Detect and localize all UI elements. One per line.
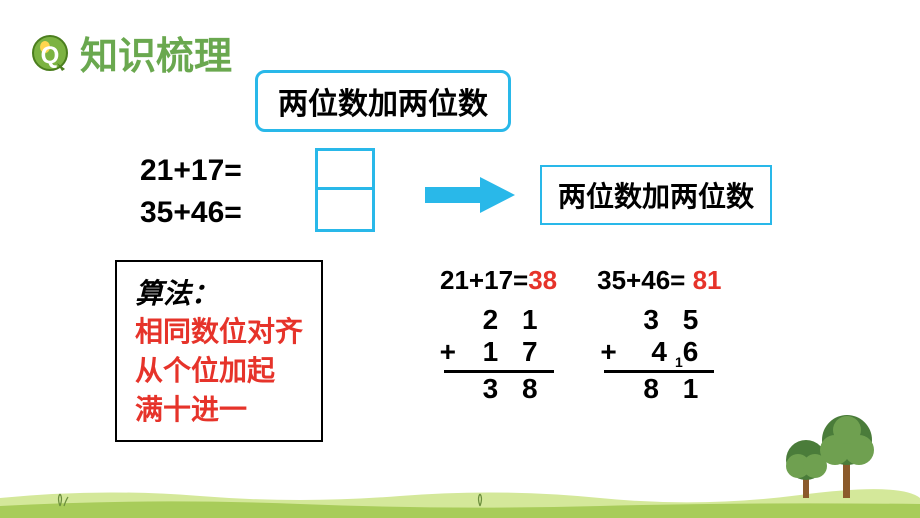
- eq2-text: 35+46=: [140, 196, 242, 230]
- answer-boxes: [315, 148, 375, 232]
- worked-example-2: 35+46= 81 3 5 +416 8 1: [597, 265, 721, 405]
- answer-box-2: [315, 190, 375, 232]
- ground-decoration: [0, 478, 920, 518]
- title-text: 两位数加两位数: [278, 88, 488, 121]
- ex2-bot-row: +416: [604, 336, 714, 368]
- ex1-bot-row: +1 7: [444, 336, 554, 368]
- tree-decoration: [785, 408, 875, 503]
- algorithm-box: 算法： 相同数位对齐 从个位加起 满十进一: [115, 260, 323, 442]
- plus-icon: +: [600, 336, 624, 368]
- right-label-box: 两位数加两位数: [540, 165, 772, 225]
- arrow-icon: [420, 175, 520, 215]
- title-box: 两位数加两位数: [255, 70, 511, 132]
- ex1-expr: 21+17=: [440, 265, 528, 295]
- ex1-sum: 3 8: [444, 370, 554, 405]
- ex2-expr: 35+46=: [597, 265, 685, 295]
- ex1-top: 2 1: [444, 304, 554, 336]
- answer-box-1: [315, 148, 375, 190]
- right-label-text: 两位数加两位数: [558, 181, 754, 212]
- ex2-bot-tens: 4: [651, 336, 675, 367]
- algo-line-2: 从个位加起: [135, 351, 303, 390]
- ex1-equation: 21+17=38: [440, 265, 557, 296]
- algo-line-3: 满十进一: [135, 390, 303, 429]
- equation-1: 21+17=: [140, 150, 242, 192]
- svg-text:Q: Q: [41, 42, 60, 69]
- ex2-carry: 1: [675, 354, 683, 370]
- ex2-top: 3 5: [604, 304, 714, 336]
- equation-2: 35+46=: [140, 192, 242, 234]
- q-icon: Q: [30, 33, 70, 73]
- ex2-equation: 35+46= 81: [597, 265, 721, 296]
- worked-example-1: 21+17=38 2 1 +1 7 3 8: [440, 265, 557, 405]
- eq1-text: 21+17=: [140, 154, 242, 188]
- ex2-vertical: 3 5 +416 8 1: [604, 304, 714, 405]
- ex2-ans: 81: [685, 265, 721, 295]
- ex1-vertical: 2 1 +1 7 3 8: [444, 304, 554, 405]
- ex2-sum: 8 1: [604, 370, 714, 405]
- header: Q 知识梳理: [30, 25, 232, 80]
- ex1-ans: 38: [528, 265, 557, 295]
- equations-block: 21+17= 35+46=: [140, 150, 242, 234]
- plus-icon: +: [440, 336, 464, 368]
- algo-line-1: 相同数位对齐: [135, 312, 303, 351]
- header-title: 知识梳理: [80, 25, 232, 80]
- ex2-bot-ones: 6: [683, 336, 707, 367]
- algo-title: 算法：: [135, 272, 303, 312]
- ex1-bot: 1 7: [483, 336, 546, 367]
- worked-examples: 21+17=38 2 1 +1 7 3 8 35+46= 81 3 5 +416…: [440, 265, 722, 405]
